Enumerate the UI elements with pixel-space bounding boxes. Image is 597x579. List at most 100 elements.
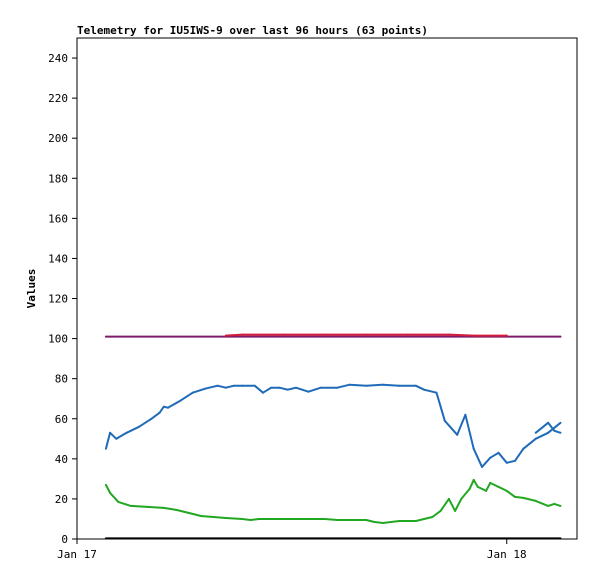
data-point [497,485,500,488]
y-tick-label: 60 [55,413,68,426]
data-point [241,384,244,387]
data-point [323,518,326,520]
data-point [406,333,409,336]
data-point [348,383,351,386]
data-point [179,399,182,402]
data-point [547,504,550,507]
data-point [274,518,277,520]
y-tick-label: 160 [48,212,68,225]
data-point [336,519,339,521]
data-point [423,518,426,520]
chart-title: Telemetry for IU5IWS-9 over last 96 hour… [77,24,428,37]
y-tick-label: 100 [48,333,68,346]
data-point [398,520,401,522]
data-point [505,489,508,492]
data-point [365,519,368,521]
data-point [497,451,500,454]
data-point [472,478,475,481]
data-point [241,518,244,520]
data-point [323,333,326,336]
x-tick-label: Jan 17 [57,548,97,561]
data-point [253,384,256,387]
series-2 [104,383,562,468]
data-point [204,387,207,390]
series-1 [224,333,508,337]
data-point [104,335,107,338]
y-tick-label: 220 [48,92,68,105]
data-point [505,461,508,464]
data-point [460,497,463,500]
data-point [365,333,368,336]
y-tick-label: 20 [55,493,68,506]
data-point [414,384,417,387]
data-point [435,391,438,394]
data-point [456,433,459,436]
data-point [431,516,434,518]
data-point [398,384,401,387]
data-point [489,481,492,484]
data-point [553,502,556,505]
x-tick-label: Jan 18 [487,548,527,561]
data-point [447,497,450,500]
data-point [522,447,525,450]
data-point [146,505,149,508]
data-point [514,495,516,498]
data-point [381,383,384,386]
data-point [224,386,227,389]
data-point [559,431,562,434]
data-point [104,537,107,540]
y-tick-label: 120 [48,293,68,306]
data-point [307,390,310,393]
data-point [454,509,457,512]
data-point [423,388,426,391]
data-point [129,504,132,507]
data-point [115,437,118,440]
data-point [307,518,310,520]
data-point [270,386,273,389]
data-point [522,496,525,499]
series-layer [104,333,562,540]
data-point [559,335,562,338]
data-point [481,487,483,490]
data-point [150,417,153,420]
data-point [117,500,120,503]
data-point [104,483,107,486]
data-point [336,386,339,389]
data-point [485,489,488,492]
y-tick-label: 240 [48,52,68,65]
data-point [559,421,562,424]
series-4 [104,478,562,524]
data-point [348,519,351,521]
series-5 [104,537,562,540]
data-point [224,334,227,337]
data-point [109,431,112,434]
data-point [319,386,322,389]
data-point [158,411,161,414]
data-point [257,518,260,520]
data-point [175,508,178,511]
data-point [295,386,297,389]
y-tick-label: 80 [55,373,68,386]
y-tick-label: 140 [48,252,68,265]
y-tick-label: 200 [48,132,68,145]
data-point [138,425,140,428]
data-point [472,334,475,337]
data-point [191,391,194,394]
data-point [109,491,112,494]
series-3 [534,421,562,434]
data-point [125,431,128,434]
data-point [162,405,165,408]
data-point [187,511,190,514]
data-point [166,406,169,409]
y-axis: 0 20 40 60 80 100 120 140 160 180 200 220 240 [48,52,77,546]
data-point [534,437,537,440]
data-point [468,487,471,490]
data-point [200,515,202,517]
x-axis: Jan 17 Jan 18 [57,539,527,561]
data-point [439,509,442,512]
data-point [553,429,556,432]
data-point [534,431,537,434]
data-point [481,465,483,468]
data-point [476,485,479,488]
